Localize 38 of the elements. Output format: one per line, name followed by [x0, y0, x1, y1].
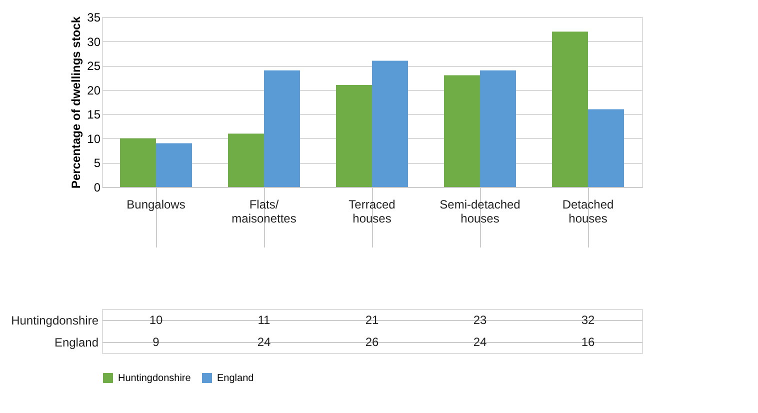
- legend-label: Huntingdonshire: [118, 373, 192, 384]
- bar: [480, 70, 516, 187]
- data-label: 24: [257, 335, 271, 349]
- data-label: 23: [473, 313, 487, 327]
- legend-label: England: [217, 373, 254, 384]
- bar: [444, 75, 480, 187]
- x-tick-label: Semi-detached houses: [440, 198, 520, 226]
- text: Huntingdonshire: [11, 314, 98, 328]
- x-tick-label: Terraced houses: [348, 198, 396, 226]
- bar: [120, 138, 156, 187]
- data-label: 32: [581, 313, 595, 327]
- y-tick-label: 0: [94, 180, 101, 194]
- data-label: 11: [258, 313, 271, 327]
- data-label: 16: [581, 335, 595, 349]
- data-label: 10: [149, 313, 163, 327]
- bar: [588, 109, 624, 187]
- bar: [228, 134, 264, 187]
- x-tick-label: Flats/ maisonettes: [232, 198, 296, 226]
- data-label: 21: [365, 313, 379, 327]
- data-label: 24: [473, 335, 487, 349]
- bar: [264, 70, 300, 187]
- bar: [372, 60, 408, 187]
- y-tick-label: 10: [87, 132, 101, 146]
- y-tick-label: 35: [87, 10, 101, 24]
- text: England: [54, 336, 98, 350]
- data-label: 9: [152, 335, 160, 349]
- x-tick-label: Bungalows: [126, 198, 186, 212]
- x-tick-label: Detached houses: [562, 198, 614, 226]
- y-tick-label: 25: [87, 59, 101, 74]
- bar: [552, 32, 588, 187]
- bar: [336, 85, 372, 187]
- data-label: 26: [365, 335, 379, 349]
- bar: [156, 143, 192, 187]
- y-tick-label: 30: [87, 34, 101, 49]
- y-tick-label: 20: [87, 83, 101, 98]
- y-axis-title: Percentage of dwellings stock: [69, 16, 84, 189]
- y-tick-label: 5: [94, 156, 101, 170]
- y-tick-label: 15: [87, 108, 101, 122]
